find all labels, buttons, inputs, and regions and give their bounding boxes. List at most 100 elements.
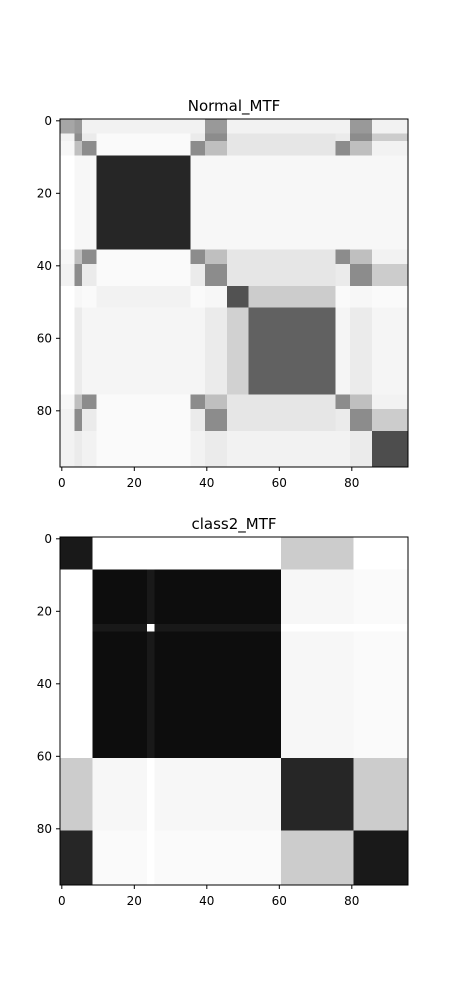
heatmap-cell — [259, 304, 263, 308]
heatmap-cell — [220, 159, 224, 163]
heatmap-cell — [368, 173, 372, 177]
heatmap-cell — [336, 271, 340, 275]
heatmap-cell — [67, 271, 71, 275]
heatmap-cell — [383, 123, 387, 127]
heatmap-cell — [383, 141, 387, 145]
heatmap-cell — [375, 166, 379, 170]
heatmap-cell — [71, 134, 75, 138]
heatmap-cell — [67, 235, 71, 239]
heatmap-cell — [227, 293, 231, 297]
heatmap-cell — [249, 300, 253, 304]
heatmap-cell — [114, 213, 118, 217]
heatmap-cell — [212, 210, 216, 214]
heatmap-cell — [274, 195, 278, 199]
heatmap-cell — [354, 170, 358, 174]
heatmap-cell — [82, 228, 86, 232]
heatmap-cell — [270, 250, 274, 254]
heatmap-cell — [263, 224, 267, 228]
heatmap-cell — [133, 144, 137, 148]
heatmap-cell — [223, 159, 227, 163]
heatmap-cell — [267, 253, 271, 257]
heatmap-cell — [75, 163, 79, 167]
heatmap-cell — [259, 300, 263, 304]
heatmap-cell — [133, 206, 137, 210]
heatmap-cell — [234, 282, 238, 286]
heatmap-cell — [317, 184, 321, 188]
heatmap-cell — [270, 300, 274, 304]
heatmap-cell — [267, 163, 271, 167]
heatmap-cell — [241, 144, 245, 148]
heatmap-cell — [118, 141, 122, 145]
heatmap-cell — [89, 141, 93, 145]
heatmap-cell — [107, 148, 111, 152]
heatmap-cell — [67, 159, 71, 163]
heatmap-cell — [180, 184, 184, 188]
heatmap-cell — [361, 275, 365, 279]
heatmap-cell — [343, 228, 347, 232]
heatmap-cell — [386, 123, 390, 127]
heatmap-cell — [60, 253, 64, 257]
heatmap-cell — [252, 192, 256, 196]
heatmap-cell — [321, 224, 325, 228]
heatmap-cell — [397, 293, 401, 297]
heatmap-cell — [205, 300, 209, 304]
heatmap-cell — [296, 293, 300, 297]
heatmap-cell — [89, 268, 93, 272]
heatmap-cell — [180, 202, 184, 206]
heatmap-cell — [372, 282, 376, 286]
heatmap-cell — [346, 199, 350, 203]
heatmap-cell — [321, 152, 325, 156]
heatmap-cell — [249, 159, 253, 163]
heatmap-cell — [249, 271, 253, 275]
heatmap-cell — [386, 134, 390, 138]
heatmap-cell — [299, 141, 303, 145]
heatmap-cell — [129, 217, 133, 221]
heatmap-cell — [339, 260, 343, 264]
heatmap-cell — [234, 304, 238, 308]
heatmap-cell — [259, 206, 263, 210]
heatmap-cell — [209, 148, 213, 152]
heatmap-cell — [245, 137, 249, 141]
heatmap-cell — [404, 271, 408, 275]
heatmap-cell — [133, 300, 137, 304]
heatmap-cell — [133, 246, 137, 250]
heatmap-cell — [259, 257, 263, 261]
heatmap-cell — [111, 286, 115, 290]
heatmap-cell — [321, 126, 325, 130]
heatmap-cell — [118, 152, 122, 156]
heatmap-cell — [281, 282, 285, 286]
heatmap-cell — [375, 257, 379, 261]
heatmap-cell — [296, 184, 300, 188]
heatmap-cell — [346, 173, 350, 177]
heatmap-cell — [223, 250, 227, 254]
heatmap-cell — [339, 166, 343, 170]
heatmap-cell — [296, 224, 300, 228]
heatmap-cell — [60, 159, 64, 163]
heatmap-cell — [147, 213, 151, 217]
heatmap-cell — [397, 286, 401, 290]
heatmap-cell — [122, 177, 126, 181]
heatmap-cell — [386, 137, 390, 141]
heatmap-cell — [111, 206, 115, 210]
heatmap-cell — [201, 192, 205, 196]
heatmap-cell — [100, 155, 104, 159]
heatmap-cell — [270, 155, 274, 159]
heatmap-cell — [310, 184, 314, 188]
heatmap-cell — [361, 152, 365, 156]
heatmap-cell — [216, 286, 220, 290]
heatmap-cell — [147, 250, 151, 254]
heatmap-cell — [183, 210, 187, 214]
heatmap-cell — [93, 173, 97, 177]
heatmap-cell — [310, 130, 314, 134]
heatmap-cell — [187, 268, 191, 272]
heatmap-cell — [140, 130, 144, 134]
heatmap-cell — [107, 289, 111, 293]
heatmap-cell — [288, 246, 292, 250]
heatmap-cell — [107, 253, 111, 257]
heatmap-cell — [357, 119, 361, 123]
heatmap-cell — [136, 163, 140, 167]
heatmap-cell — [125, 130, 129, 134]
heatmap-cell — [241, 235, 245, 239]
heatmap-cell — [71, 224, 75, 228]
heatmap-cell — [111, 123, 115, 127]
